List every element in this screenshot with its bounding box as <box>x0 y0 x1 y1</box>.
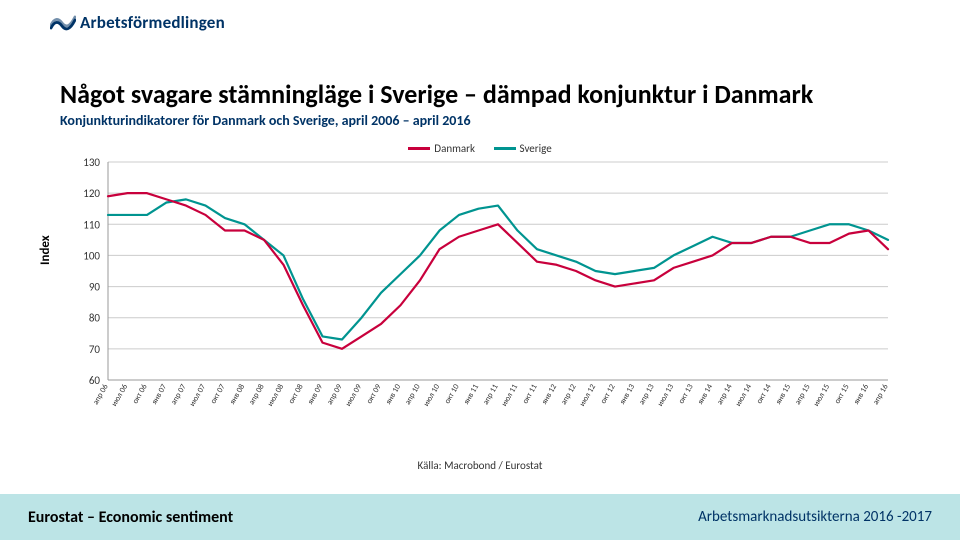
svg-text:июл 07: июл 07 <box>187 383 208 409</box>
y-axis-label: Index <box>38 235 53 265</box>
svg-text:окт 06: окт 06 <box>130 383 149 406</box>
svg-text:июл 12: июл 12 <box>577 383 598 409</box>
svg-text:70: 70 <box>89 343 101 356</box>
svg-text:июл 15: июл 15 <box>811 383 832 409</box>
svg-text:окт 07: окт 07 <box>208 383 227 406</box>
source-text: Källa: Macrobond / Eurostat <box>60 459 900 472</box>
footer-right: Arbetsmarknadsutsikterna 2016 -2017 <box>698 508 932 526</box>
legend-item-sverige: Sverige <box>494 142 552 155</box>
legend-label-danmark: Danmark <box>434 142 475 155</box>
footer-left: Eurostat – Economic sentiment <box>28 508 233 527</box>
svg-text:янв 14: янв 14 <box>696 383 716 407</box>
svg-text:апр 10: апр 10 <box>403 383 423 407</box>
page-subtitle: Konjunkturindikatorer för Danmark och Sv… <box>60 112 471 129</box>
svg-text:60: 60 <box>89 374 101 387</box>
swatch-sverige <box>494 147 516 150</box>
svg-text:апр 08: апр 08 <box>247 383 267 407</box>
svg-text:июл 13: июл 13 <box>655 383 676 409</box>
svg-text:янв 13: янв 13 <box>618 383 638 407</box>
svg-text:июл 14: июл 14 <box>733 383 754 409</box>
svg-text:янв 08: янв 08 <box>228 383 248 407</box>
svg-text:апр 14: апр 14 <box>715 383 735 407</box>
svg-text:окт 14: окт 14 <box>754 383 773 406</box>
svg-text:янв 12: янв 12 <box>540 383 560 407</box>
svg-text:апр 09: апр 09 <box>325 383 345 407</box>
svg-text:окт 13: окт 13 <box>676 383 695 406</box>
svg-text:окт 11: окт 11 <box>520 383 539 406</box>
svg-text:апр 07: апр 07 <box>169 383 189 407</box>
chart-svg: 60708090100110120130апр 06июл 06окт 06ян… <box>60 140 900 450</box>
svg-text:апр 12: апр 12 <box>559 383 579 407</box>
svg-text:янв 15: янв 15 <box>774 383 794 407</box>
logo-text: Arbetsförmedlingen <box>80 12 225 33</box>
svg-text:июл 09: июл 09 <box>343 383 364 409</box>
legend-item-danmark: Danmark <box>408 142 475 155</box>
svg-text:апр 11: апр 11 <box>481 383 501 407</box>
svg-text:июл 06: июл 06 <box>109 383 130 409</box>
svg-text:окт 09: окт 09 <box>364 383 383 406</box>
page-title: Något svagare stämningläge i Sverige – d… <box>60 78 813 110</box>
svg-text:апр 16: апр 16 <box>871 383 891 407</box>
svg-text:окт 15: окт 15 <box>832 383 851 406</box>
legend: Danmark Sverige <box>60 140 900 155</box>
svg-text:130: 130 <box>83 156 100 169</box>
svg-text:120: 120 <box>83 187 100 200</box>
logo-wave-icon <box>50 14 76 32</box>
footer-bar: Eurostat – Economic sentiment Arbetsmark… <box>0 494 960 540</box>
svg-text:янв 10: янв 10 <box>384 383 404 407</box>
svg-text:окт 10: окт 10 <box>442 383 461 406</box>
svg-text:июл 10: июл 10 <box>421 383 442 409</box>
svg-text:апр 13: апр 13 <box>637 383 657 407</box>
svg-text:110: 110 <box>83 218 100 231</box>
svg-text:июл 08: июл 08 <box>265 383 286 409</box>
svg-text:окт 12: окт 12 <box>598 383 617 406</box>
svg-text:янв 11: янв 11 <box>462 383 482 407</box>
brand-logo: Arbetsförmedlingen <box>50 12 225 33</box>
svg-text:янв 16: янв 16 <box>852 383 872 407</box>
svg-text:80: 80 <box>89 312 101 325</box>
svg-text:100: 100 <box>83 249 100 262</box>
swatch-danmark <box>408 147 430 150</box>
legend-label-sverige: Sverige <box>520 142 552 155</box>
svg-text:янв 09: янв 09 <box>306 383 326 407</box>
svg-text:90: 90 <box>89 281 101 294</box>
svg-text:апр 15: апр 15 <box>793 383 813 407</box>
svg-text:окт 08: окт 08 <box>286 383 305 406</box>
chart: Danmark Sverige Index 607080901001101201… <box>60 140 900 470</box>
svg-text:июл 11: июл 11 <box>499 383 520 409</box>
svg-text:янв 07: янв 07 <box>150 383 170 407</box>
